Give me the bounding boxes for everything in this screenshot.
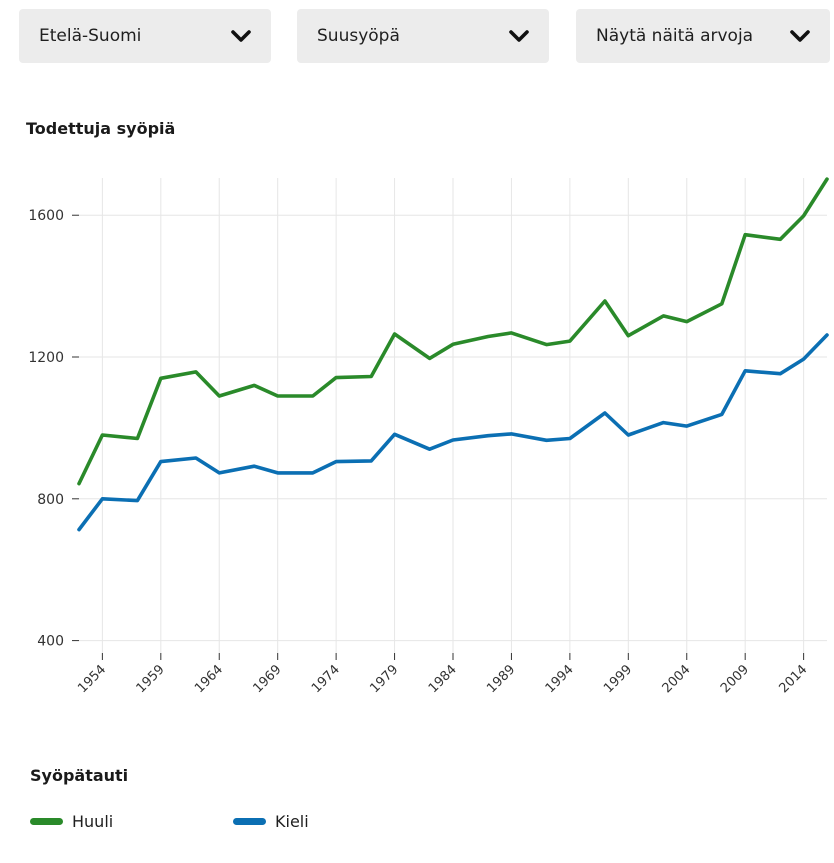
series-line-kieli[interactable]	[77, 333, 829, 532]
chart-title: Todettuja syöpiä	[26, 119, 176, 138]
y-tick-label: 1200	[28, 350, 64, 366]
x-tick-label: 1969	[251, 662, 285, 696]
series-layer	[77, 177, 829, 532]
y-tick-label: 1600	[28, 208, 64, 224]
chevron-down-icon	[790, 30, 810, 42]
x-tick-label: 2009	[718, 662, 752, 696]
y-tick-label: 400	[37, 634, 64, 650]
series-line-huuli[interactable]	[77, 177, 829, 486]
x-tick-label: 1979	[367, 662, 401, 696]
region-dropdown[interactable]: Etelä-Suomi	[19, 9, 271, 63]
legend-item-kieli[interactable]: Kieli	[233, 812, 309, 831]
x-tick-label: 1989	[484, 662, 518, 696]
chevron-down-icon	[509, 30, 529, 42]
legend-swatch-huuli	[30, 818, 63, 825]
x-tick-label: 1954	[75, 662, 109, 696]
chevron-down-icon	[231, 30, 251, 42]
legend-title: Syöpätauti	[30, 766, 129, 785]
x-tick-label: 2014	[776, 662, 810, 696]
grid-layer	[79, 178, 827, 653]
x-tick-label: 1984	[426, 662, 460, 696]
legend-label-kieli: Kieli	[275, 812, 309, 831]
x-tick-label: 1959	[134, 662, 168, 696]
y-tick-label: 800	[37, 492, 64, 508]
region-dropdown-label: Etelä-Suomi	[39, 26, 142, 46]
cancer-type-dropdown-label: Suusyöpä	[317, 26, 400, 46]
x-axis: 1954 1959 1964 1969 1974 1979 1984 1989 1994 1999…	[75, 653, 810, 696]
legend-label-huuli: Huuli	[72, 812, 114, 831]
values-dropdown[interactable]: Näytä näitä arvoja	[576, 9, 830, 63]
x-tick-label: 2004	[660, 662, 694, 696]
x-tick-label: 1999	[601, 662, 635, 696]
values-dropdown-label: Näytä näitä arvoja	[596, 26, 754, 46]
x-tick-label: 1964	[192, 662, 226, 696]
cancer-type-dropdown[interactable]: Suusyöpä	[297, 9, 549, 63]
y-axis: 400 800 1200 1600	[28, 208, 79, 650]
legend-item-huuli[interactable]: Huuli	[30, 812, 113, 831]
x-tick-label: 1994	[543, 662, 577, 696]
x-tick-label: 1974	[309, 662, 343, 696]
legend-swatch-kieli	[233, 818, 266, 825]
